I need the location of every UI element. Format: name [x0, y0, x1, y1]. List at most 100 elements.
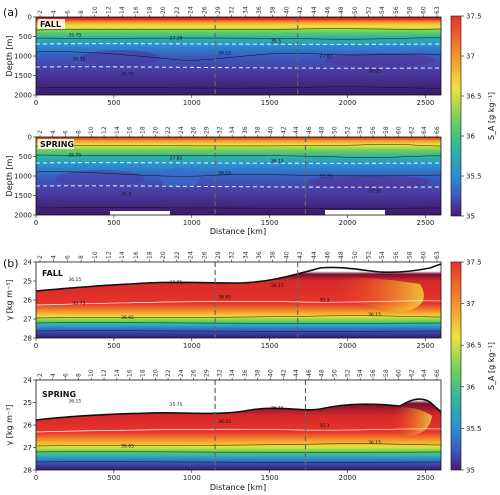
x-tick-label: 1000	[183, 99, 201, 107]
y-tick-label: 2000	[14, 92, 32, 100]
contour-line	[36, 300, 441, 306]
x-tick-label: 1500	[261, 219, 279, 227]
colorbar-tick-label: 36.5	[466, 93, 482, 101]
contour-label: 27.38	[170, 36, 183, 42]
contour-label: 27.82	[320, 54, 333, 60]
station-label: 38	[255, 126, 262, 134]
station-label: 42	[280, 126, 287, 134]
colorbar-tick-label: 37	[466, 300, 475, 308]
y-tick-label: 1000	[14, 173, 32, 181]
y-ticks: 0 500 1000 1500 2000	[14, 134, 36, 220]
y-tick-label: 27	[23, 444, 32, 452]
station-label: 20	[152, 369, 159, 377]
colorbar-ticks: 37.5 37 36.5 36 35.5 35	[461, 13, 482, 221]
station-numbers: 2 4 6 8 10 12 14 16 18 20 22 24 26 29 32 34 36 38 40 42 44 46…	[37, 369, 441, 380]
high-salinity-blob	[80, 50, 160, 66]
high-salinity-blob	[325, 53, 435, 67]
station-label: 40	[268, 369, 275, 377]
station-label: 46	[306, 369, 313, 377]
station-label: 2	[37, 373, 44, 377]
station-label: 66	[434, 126, 441, 134]
station-label: 2	[37, 130, 44, 134]
station-label: 40	[283, 6, 290, 14]
station-label: 8	[78, 10, 85, 14]
x-ticks: 0 500 1000 1500 2000 2500	[34, 470, 434, 482]
contour-label: 36.65	[218, 294, 231, 300]
station-label: 36	[242, 126, 249, 134]
y-tick-label: 24	[23, 259, 32, 267]
contour-label: 35.3	[320, 298, 330, 304]
station-label: 34	[242, 6, 249, 14]
dashed-isopycnal	[36, 66, 441, 69]
station-label: 10	[88, 126, 95, 134]
y-tick-label: 28	[23, 335, 32, 343]
station-label: 63	[434, 251, 441, 259]
x-tick-label: 500	[107, 99, 120, 107]
station-label: 52	[366, 251, 373, 259]
contour-label: 35.75	[170, 402, 183, 408]
contour-label: 35.75	[121, 72, 134, 78]
station-label: 32	[216, 126, 223, 134]
station-label: 29	[215, 251, 222, 259]
y-axis-label: γ [kg m⁻³]	[5, 405, 14, 446]
station-label: 58	[383, 126, 390, 134]
colorbar-gradient	[450, 261, 462, 471]
station-label: 29	[203, 369, 210, 377]
station-label: 16	[127, 126, 134, 134]
station-label: 32	[229, 6, 236, 14]
station-label: 24	[188, 251, 195, 259]
contour-label: 36.65	[121, 444, 134, 450]
station-label: 10	[88, 369, 95, 377]
x-axis-label: Distance [km]	[210, 227, 266, 236]
colorbar-bottom: 37.5 37 36.5 36 35.5 35 S_A [g kg⁻¹]	[450, 259, 496, 475]
station-label: 18	[147, 251, 154, 259]
station-numbers: 2 4 6 8 10 12 14 16 18 20 22 24 26 29 32 34 36 38 40 42 44 46…	[37, 6, 441, 17]
station-label: 54	[357, 126, 364, 134]
station-label: 44	[311, 6, 318, 14]
x-axis-label: Distance [km]	[210, 483, 266, 492]
bathymetry-mask	[110, 211, 170, 215]
station-label: 42	[280, 369, 287, 377]
contour-label: 35.75	[320, 174, 333, 180]
x-tick-label: 1000	[183, 219, 201, 227]
station-label: 8	[75, 130, 82, 134]
dashed-isopycnal	[36, 185, 441, 188]
station-label: 22	[174, 6, 181, 14]
y-tick-label: 500	[19, 153, 32, 161]
station-label: 16	[133, 6, 140, 14]
station-label: 26	[191, 369, 198, 377]
station-label: 56	[393, 6, 400, 14]
colorbar-tick-label: 36.5	[466, 342, 482, 350]
station-label: 14	[119, 6, 126, 14]
station-label: 56	[393, 251, 400, 259]
station-label: 22	[165, 126, 172, 134]
contour-line	[36, 428, 441, 433]
contour-line	[36, 315, 441, 319]
station-label: 34	[229, 369, 236, 377]
station-label: 22	[174, 251, 181, 259]
contour-label: 36.65	[368, 68, 381, 74]
dashed-isopycnal	[36, 162, 441, 164]
station-label: 56	[370, 369, 377, 377]
colorbar-label: S_A [g kg⁻¹]	[487, 342, 496, 390]
station-label: 66	[434, 369, 441, 377]
x-tick-label: 2000	[339, 474, 357, 482]
x-tick-label: 2500	[417, 99, 435, 107]
contour-label: 27.38	[368, 188, 381, 194]
panel-gamma-fall: FALL (b) γ [kg m⁻³] 36.15 36.65 36.15 35.75…	[3, 251, 442, 350]
contour-line	[36, 28, 441, 31]
surface-mask	[36, 262, 441, 291]
top-bound	[36, 398, 441, 421]
station-label: 50	[352, 6, 359, 14]
station-label: 34	[229, 126, 236, 134]
station-label: 16	[133, 251, 140, 259]
station-label: 52	[366, 6, 373, 14]
panel-label: (b)	[3, 257, 19, 270]
station-label: 18	[139, 369, 146, 377]
y-tick-label: 1500	[14, 72, 32, 80]
station-label: 12	[105, 6, 112, 14]
contour-label: 35.75	[72, 301, 85, 307]
y-tick-label: 26	[23, 297, 32, 305]
contour-label: 36.65	[121, 315, 134, 321]
bathymetry-mask	[325, 210, 385, 215]
